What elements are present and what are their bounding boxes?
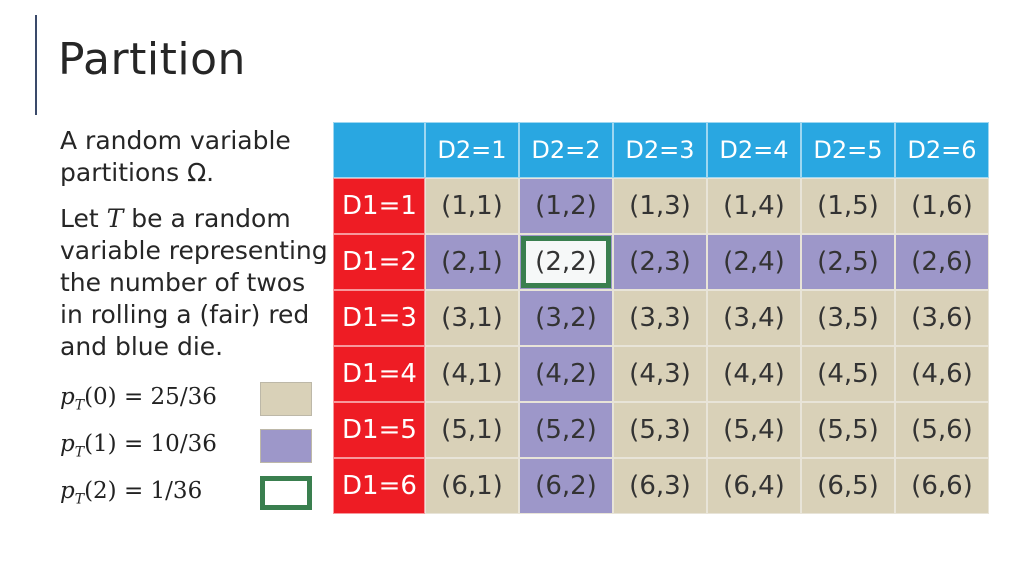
outcome-cell: (3,1) (425, 290, 519, 346)
outcome-cell: (6,3) (613, 458, 707, 514)
outcome-cell: (2,2) (519, 234, 613, 290)
outcome-cell: (4,6) (895, 346, 989, 402)
outcome-cell: (6,1) (425, 458, 519, 514)
column-header: D2=5 (801, 122, 895, 178)
row-header: D1=6 (333, 458, 425, 514)
outcome-cell: (2,3) (613, 234, 707, 290)
outcome-cell: (6,4) (707, 458, 801, 514)
outcome-cell: (3,3) (613, 290, 707, 346)
legend-swatch-zero (260, 382, 312, 416)
legend-swatch-two (260, 476, 312, 510)
outcome-cell: (4,3) (613, 346, 707, 402)
outcome-cell: (5,4) (707, 402, 801, 458)
column-header: D2=4 (707, 122, 801, 178)
outcome-cell: (3,4) (707, 290, 801, 346)
outcome-cell: (1,4) (707, 178, 801, 234)
row-header: D1=4 (333, 346, 425, 402)
outcome-table: D2=1 D2=2 D2=3 D2=4 D2=5 D2=6 D1=1 (1,1) (1,2) (1… (333, 122, 989, 514)
outcome-cell: (4,2) (519, 346, 613, 402)
column-header: D2=6 (895, 122, 989, 178)
slide-body: A random variable partitions Ω. Let T be… (60, 125, 330, 377)
legend-zero: pT(0) = 25/36 (60, 384, 217, 414)
row-header: D1=2 (333, 234, 425, 290)
legend-two: pT(2) = 1/36 (60, 478, 203, 508)
outcome-cell: (3,6) (895, 290, 989, 346)
legend-one: pT(1) = 10/36 (60, 431, 217, 461)
outcome-cell: (6,5) (801, 458, 895, 514)
column-header: D2=1 (425, 122, 519, 178)
row-header: D1=5 (333, 402, 425, 458)
outcome-cell: (4,5) (801, 346, 895, 402)
row-header: D1=3 (333, 290, 425, 346)
outcome-cell: (2,1) (425, 234, 519, 290)
title-accent-bar (35, 15, 37, 115)
outcome-cell: (1,1) (425, 178, 519, 234)
outcome-cell: (2,6) (895, 234, 989, 290)
outcome-cell: (1,2) (519, 178, 613, 234)
outcome-cell: (5,1) (425, 402, 519, 458)
outcome-cell: (6,6) (895, 458, 989, 514)
outcome-cell: (4,1) (425, 346, 519, 402)
paragraph-definition: Let T be a random variable representing … (60, 203, 330, 363)
outcome-cell: (1,3) (613, 178, 707, 234)
outcome-cell: (5,5) (801, 402, 895, 458)
outcome-cell-highlight: (2,2) (521, 236, 611, 288)
slide-title: Partition (58, 34, 246, 85)
legend-swatch-one (260, 429, 312, 463)
row-header: D1=1 (333, 178, 425, 234)
outcome-cell: (4,4) (707, 346, 801, 402)
outcome-cell: (3,2) (519, 290, 613, 346)
def-post: be a random variable representing the nu… (60, 204, 328, 361)
def-pre: Let (60, 204, 107, 233)
outcome-cell: (5,2) (519, 402, 613, 458)
column-header: D2=2 (519, 122, 613, 178)
outcome-cell: (2,4) (707, 234, 801, 290)
outcome-cell: (1,5) (801, 178, 895, 234)
def-var: T (106, 204, 124, 233)
outcome-cell: (5,6) (895, 402, 989, 458)
outcome-cell: (5,3) (613, 402, 707, 458)
outcome-cell: (2,5) (801, 234, 895, 290)
outcome-cell: (6,2) (519, 458, 613, 514)
outcome-cell: (3,5) (801, 290, 895, 346)
paragraph-partition: A random variable partitions Ω. (60, 126, 291, 187)
column-header: D2=3 (613, 122, 707, 178)
outcome-cell: (1,6) (895, 178, 989, 234)
table-corner (333, 122, 425, 178)
